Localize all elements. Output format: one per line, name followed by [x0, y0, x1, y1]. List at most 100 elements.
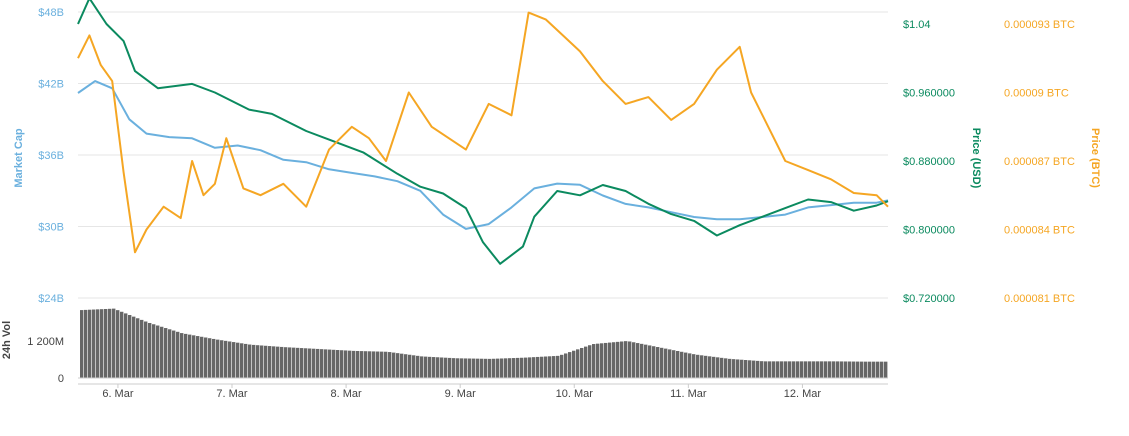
series-lines: [77, 0, 889, 265]
y-axis-label-volume: 24h Vol: [1, 321, 13, 359]
volume-bar: [620, 341, 624, 378]
volume-bar: [660, 347, 664, 378]
volume-bar: [724, 358, 728, 378]
volume-bar: [592, 344, 596, 378]
volume-bar: [748, 360, 752, 378]
volume-bar: [328, 349, 332, 378]
volume-bar: [260, 345, 264, 378]
volume-bar: [836, 361, 840, 378]
volume-bar: [484, 358, 488, 378]
volume-bar: [560, 354, 564, 378]
volume-bar: [548, 356, 552, 378]
volume-bar: [452, 358, 456, 378]
volume-bar: [880, 361, 884, 378]
volume-bar: [312, 348, 316, 378]
volume-bar: [348, 350, 352, 378]
volume-bar: [804, 361, 808, 378]
volume-bar: [132, 316, 136, 378]
volume-bar: [624, 341, 628, 378]
x-tick-label: 9. Mar: [445, 388, 477, 400]
volume-bar: [308, 348, 312, 378]
volume-bar: [320, 349, 324, 378]
x-tick-label: 7. Mar: [216, 388, 248, 400]
volume-bar: [204, 337, 208, 378]
x-tick-label: 10. Mar: [556, 388, 594, 400]
volume-bar: [540, 356, 544, 378]
volume-bar: [788, 361, 792, 378]
volume-bar: [532, 357, 536, 378]
volume-bar: [640, 343, 644, 378]
volume-bar: [740, 359, 744, 378]
volume-bar: [388, 352, 392, 378]
volume-bar: [496, 358, 500, 378]
volume-bar: [456, 358, 460, 378]
y-tick-label-price-btc: 0.00009 BTC: [1004, 88, 1069, 100]
volume-bar: [176, 331, 180, 378]
volume-bar: [764, 361, 768, 378]
volume-bar: [292, 347, 296, 378]
volume-bar: [368, 351, 372, 378]
volume-bar: [824, 361, 828, 378]
volume-bar: [796, 361, 800, 378]
volume-bar: [848, 361, 852, 378]
volume-bar: [832, 361, 836, 378]
volume-bar: [480, 358, 484, 378]
volume-bar: [648, 345, 652, 378]
volume-bar: [516, 357, 520, 378]
volume-bar: [652, 346, 656, 378]
volume-bar: [112, 308, 116, 378]
volume-bar: [844, 361, 848, 378]
volume-bar: [860, 361, 864, 378]
volume-bar: [488, 358, 492, 378]
volume-bar: [728, 358, 732, 378]
volume-bar: [100, 309, 104, 378]
volume-bar: [164, 328, 168, 378]
y-tick-label-price-usd: $0.880000: [903, 156, 955, 168]
volume-bar: [404, 354, 408, 378]
volume-bar: [284, 347, 288, 378]
volume-bar: [232, 342, 236, 378]
volume-bar: [220, 340, 224, 378]
series-line-price-usd: [77, 0, 889, 265]
y-tick-label-price-usd: $0.800000: [903, 225, 955, 237]
volume-bar: [396, 353, 400, 378]
volume-bar: [84, 309, 88, 378]
y-axis-label-price-btc: Price (BTC): [1089, 128, 1101, 188]
y-tick-label-market-cap: $48B: [38, 7, 64, 19]
y-tick-label-market-cap: $24B: [38, 293, 64, 305]
volume-bar: [720, 357, 724, 378]
volume-bar: [588, 345, 592, 378]
volume-bar: [236, 342, 240, 378]
volume-bar: [556, 355, 560, 378]
volume-bar: [872, 361, 876, 378]
volume-bar: [464, 358, 468, 378]
volume-bar: [264, 345, 268, 378]
volume-bar: [808, 361, 812, 378]
volume-bar: [856, 361, 860, 378]
volume-layer: [80, 308, 888, 378]
volume-bar: [428, 356, 432, 378]
volume-bar: [692, 354, 696, 378]
volume-bar: [116, 310, 120, 378]
volume-bar: [820, 361, 824, 378]
volume-bar: [444, 357, 448, 378]
volume-bar: [884, 361, 888, 378]
volume-bar: [512, 358, 516, 378]
volume-bar: [192, 335, 196, 378]
volume-bar: [364, 351, 368, 378]
x-tick-label: 12. Mar: [784, 388, 822, 400]
y-tick-label-market-cap: $42B: [38, 79, 64, 91]
volume-bar: [608, 342, 612, 378]
volume-bar: [148, 322, 152, 378]
volume-bar: [352, 350, 356, 378]
y-tick-label-price-btc: 0.000093 BTC: [1004, 19, 1075, 31]
volume-bar: [576, 349, 580, 378]
volume-bar: [580, 347, 584, 378]
volume-bar: [604, 342, 608, 378]
volume-bar: [208, 338, 212, 378]
volume-bar: [344, 350, 348, 378]
y-tick-label-price-btc: 0.000081 BTC: [1004, 293, 1075, 305]
y-tick-label-price-btc: 0.000084 BTC: [1004, 225, 1075, 237]
volume-bar: [156, 325, 160, 378]
volume-bar: [508, 358, 512, 378]
